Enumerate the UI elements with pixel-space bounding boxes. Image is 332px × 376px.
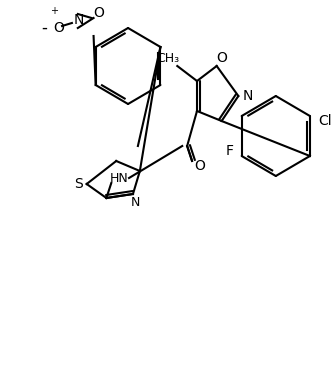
Text: N: N [130,196,140,209]
Text: N: N [243,89,253,103]
Text: CH₃: CH₃ [156,53,179,65]
Text: O: O [93,6,104,20]
Text: Cl: Cl [318,114,332,128]
Text: N: N [74,13,84,27]
Text: O: O [216,51,227,65]
Text: O: O [54,21,64,35]
Text: O: O [195,159,206,173]
Text: +: + [50,6,58,16]
Text: S: S [74,177,83,191]
Text: F: F [226,144,234,158]
Text: HN: HN [110,171,128,185]
Text: -: - [42,19,47,37]
